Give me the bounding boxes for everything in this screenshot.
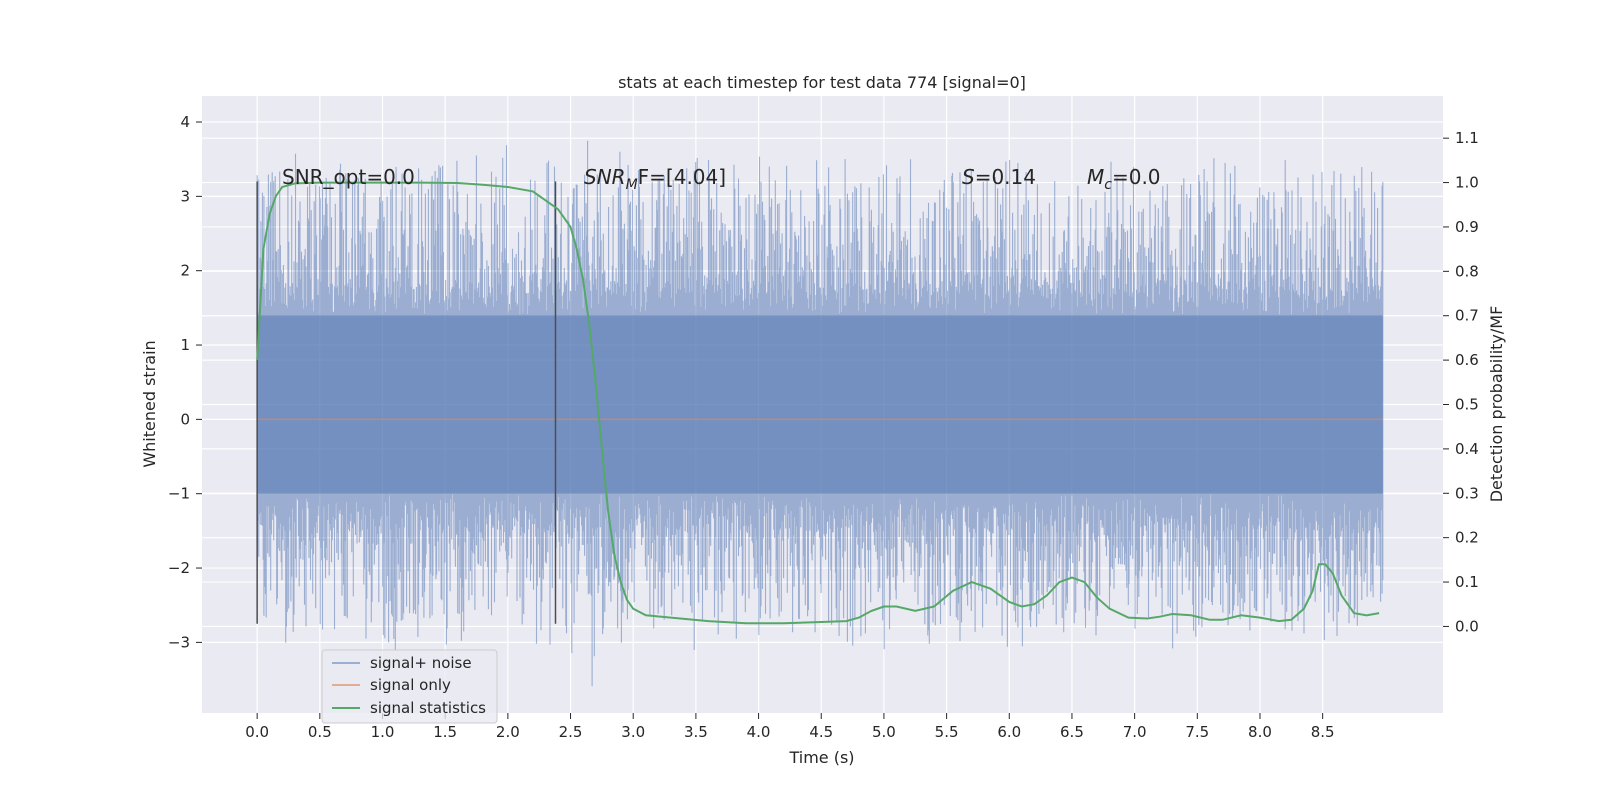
x-tick-label: 2.0	[496, 723, 520, 741]
x-tick-label: 2.5	[559, 723, 583, 741]
y-tick-label: 2	[180, 262, 190, 280]
y-axis-label: Whitened strain	[140, 340, 159, 467]
chart-title: stats at each timestep for test data 774…	[618, 73, 1026, 92]
legend-label-noise: signal+ noise	[370, 654, 472, 672]
x-tick-label: 5.0	[872, 723, 896, 741]
right-y-tick-label: 0.0	[1455, 617, 1479, 635]
vertical-markers	[256, 181, 557, 624]
x-tick-label: 8.5	[1311, 723, 1335, 741]
x-tick-label: 5.5	[935, 723, 959, 741]
legend-label-statistics: signal statistics	[370, 699, 486, 717]
right-y-axis-label: Detection probability/MF	[1487, 306, 1506, 503]
x-tick-label: 0.0	[245, 723, 269, 741]
right-y-tick-label: 1.0	[1455, 174, 1479, 192]
x-tick-label: 4.5	[809, 723, 833, 741]
right-y-axis-ticks: 1.1 1.0 0.9 0.8 0.7 0.6 0.5 0.4 0.3 0.2 0.1 0.0	[1443, 129, 1479, 635]
right-y-tick-label: 0.9	[1455, 218, 1479, 236]
legend: signal+ noise signal only signal statist…	[321, 649, 498, 724]
signal-statistics-line	[256, 181, 1380, 625]
x-tick-label: 0.5	[308, 723, 332, 741]
snr-opt-annotation: SNR_opt=0.0	[282, 165, 415, 189]
right-y-tick-label: 0.7	[1455, 307, 1479, 325]
x-tick-label: 6.5	[1060, 723, 1084, 741]
y-tick-label: 0	[180, 410, 190, 428]
right-y-tick-label: 1.1	[1455, 129, 1479, 147]
mc-annotation: Mc=0.0	[1087, 165, 1161, 193]
y-tick-label: 1	[180, 336, 190, 354]
right-y-tick-label: 0.6	[1455, 351, 1479, 369]
right-y-tick-label: 0.3	[1455, 484, 1479, 502]
x-tick-label: 3.5	[684, 723, 708, 741]
noise-core-band	[257, 315, 1383, 494]
right-y-tick-label: 0.1	[1455, 573, 1479, 591]
x-tick-label: 6.0	[997, 723, 1021, 741]
right-y-tick-label: 0.5	[1455, 396, 1479, 414]
y-tick-label: −3	[168, 633, 190, 651]
x-tick-label: 7.5	[1185, 723, 1209, 741]
snr-mf-annotation: SNRMF=[4.04]	[584, 165, 726, 193]
s-annotation: S=0.14	[962, 165, 1036, 189]
y-tick-label: 3	[180, 187, 190, 205]
x-tick-label: 8.0	[1248, 723, 1272, 741]
right-y-tick-label: 0.8	[1455, 262, 1479, 280]
x-tick-label: 1.5	[433, 723, 457, 741]
x-tick-label: 7.0	[1123, 723, 1147, 741]
y-tick-label: −2	[168, 559, 190, 577]
x-tick-label: 1.0	[371, 723, 395, 741]
x-axis-label: Time (s)	[788, 748, 854, 767]
x-tick-label: 3.0	[621, 723, 645, 741]
y-tick-label: 4	[180, 113, 190, 131]
legend-box	[321, 649, 498, 724]
y-axis-ticks: 4 3 2 1 0 −1 −2 −3	[168, 113, 202, 651]
right-y-tick-label: 0.4	[1455, 440, 1479, 458]
y-tick-label: −1	[168, 485, 190, 503]
right-y-tick-label: 0.2	[1455, 529, 1479, 547]
x-axis-ticks: 0.0 0.5 1.0 1.5 2.0 2.5 3.0 3.5 4.0 4.5 5.0 5.5 6.0 6…	[245, 713, 1335, 741]
x-tick-label: 4.0	[747, 723, 771, 741]
legend-label-signal-only: signal only	[370, 676, 451, 694]
